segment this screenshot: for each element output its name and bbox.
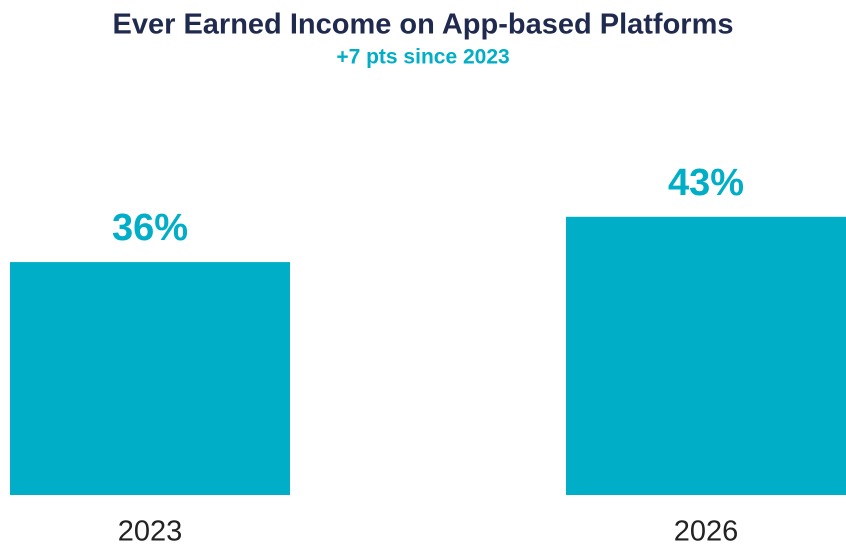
chart-title: Ever Earned Income on App-based Platform… — [113, 9, 734, 41]
bar — [566, 216, 846, 496]
x-tick-label: 2026 — [674, 516, 739, 548]
x-tick-label: 2023 — [118, 516, 183, 548]
value-label: 43% — [668, 162, 744, 204]
chart-subtitle: +7 pts since 2023 — [336, 46, 509, 69]
value-label: 36% — [112, 207, 188, 249]
bar — [10, 262, 290, 495]
